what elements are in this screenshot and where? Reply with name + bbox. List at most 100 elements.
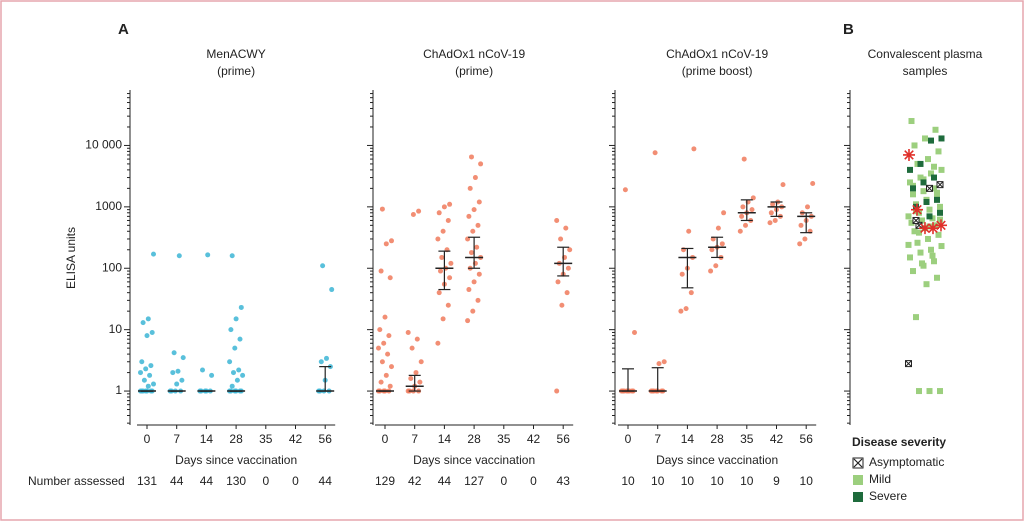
- data-point: [564, 290, 570, 296]
- panel-title: ChAdOx1 nCoV-19: [423, 47, 525, 61]
- data-point: [205, 252, 211, 258]
- data-point: [475, 297, 481, 303]
- panel-title: Convalescent plasma: [868, 47, 983, 61]
- data-point: [905, 213, 912, 220]
- panel-title: ChAdOx1 nCoV-19: [666, 47, 768, 61]
- number-assessed: 10: [681, 474, 695, 488]
- data-point: [937, 388, 943, 395]
- number-assessed: 0: [530, 474, 537, 488]
- data-point: [414, 336, 420, 342]
- data-point: [913, 314, 919, 321]
- data-point: [926, 223, 933, 230]
- data-point: [810, 181, 816, 187]
- data-point: [180, 355, 186, 361]
- data-point: [935, 231, 942, 238]
- data-point: [418, 359, 424, 365]
- data-point: [144, 333, 150, 339]
- asymptomatic-cross: [913, 217, 919, 224]
- number-assessed: 44: [438, 474, 452, 488]
- number-assessed: 130: [226, 474, 246, 488]
- data-point: [413, 370, 419, 376]
- data-point: [554, 217, 560, 223]
- y-tick-label: 10 000: [85, 138, 122, 152]
- data-point: [387, 383, 393, 389]
- data-point: [678, 308, 684, 314]
- data-point: [447, 275, 453, 281]
- data-point: [719, 241, 725, 247]
- data-point: [802, 236, 808, 242]
- data-point: [417, 379, 423, 385]
- data-point: [381, 340, 387, 346]
- data-point: [465, 318, 471, 324]
- data-point: [715, 225, 721, 231]
- data-point: [440, 316, 446, 322]
- data-point: [138, 370, 143, 376]
- data-point: [555, 279, 561, 285]
- data-point: [466, 213, 472, 219]
- data-point: [228, 327, 234, 333]
- data-point: [448, 260, 454, 266]
- data-point: [910, 268, 916, 275]
- data-point: [382, 314, 388, 320]
- number-assessed: 9: [773, 474, 780, 488]
- data-point: [923, 281, 930, 288]
- x-tick-label: 14: [200, 432, 214, 446]
- x-axis-label: Days since vaccination: [413, 453, 535, 467]
- data-point: [567, 247, 573, 253]
- data-point: [920, 188, 927, 195]
- data-point: [379, 359, 385, 365]
- data-point: [227, 359, 233, 365]
- data-point: [917, 160, 924, 167]
- data-point: [919, 217, 925, 224]
- data-point: [237, 336, 243, 342]
- data-point: [233, 316, 239, 322]
- data-point: [320, 263, 326, 269]
- data-point: [683, 306, 689, 312]
- data-point: [469, 154, 474, 160]
- data-point: [934, 274, 940, 281]
- data-point: [926, 213, 933, 220]
- data-point: [907, 166, 913, 173]
- data-point: [931, 174, 937, 181]
- data-point: [919, 260, 925, 267]
- data-point: [143, 366, 149, 372]
- data-point: [151, 381, 156, 387]
- data-point: [928, 137, 934, 144]
- data-point: [937, 209, 943, 216]
- legend-label: Severe: [869, 489, 907, 503]
- data-point: [780, 182, 786, 188]
- data-point: [409, 345, 415, 351]
- data-point: [721, 210, 727, 216]
- asymptomatic-cross: [926, 185, 933, 192]
- data-point: [445, 217, 451, 223]
- x-tick-label: 56: [319, 432, 333, 446]
- asymptomatic-cross: [905, 360, 912, 367]
- data-point: [408, 376, 414, 382]
- data-point: [749, 207, 755, 213]
- number-assessed: 42: [408, 474, 422, 488]
- starred-point: [927, 222, 939, 235]
- data-point: [435, 340, 441, 346]
- data-point: [937, 216, 943, 223]
- data-point: [174, 381, 180, 387]
- y-tick-label: 10: [109, 322, 123, 336]
- x-tick-label: 42: [289, 432, 303, 446]
- data-point: [931, 163, 937, 170]
- data-point: [438, 268, 443, 274]
- x-tick-label: 7: [654, 432, 661, 446]
- data-point: [471, 279, 477, 285]
- data-point: [324, 355, 329, 361]
- number-assessed: 44: [200, 474, 214, 488]
- data-point: [713, 263, 719, 269]
- legend-label: Mild: [869, 472, 891, 486]
- data-point: [928, 246, 934, 253]
- data-point: [798, 222, 804, 228]
- data-point: [934, 196, 940, 203]
- panel-label: A: [118, 21, 129, 38]
- data-point: [329, 287, 335, 293]
- data-point: [469, 250, 474, 256]
- x-tick-label: 42: [527, 432, 541, 446]
- x-tick-label: 28: [229, 432, 243, 446]
- data-point: [937, 203, 943, 210]
